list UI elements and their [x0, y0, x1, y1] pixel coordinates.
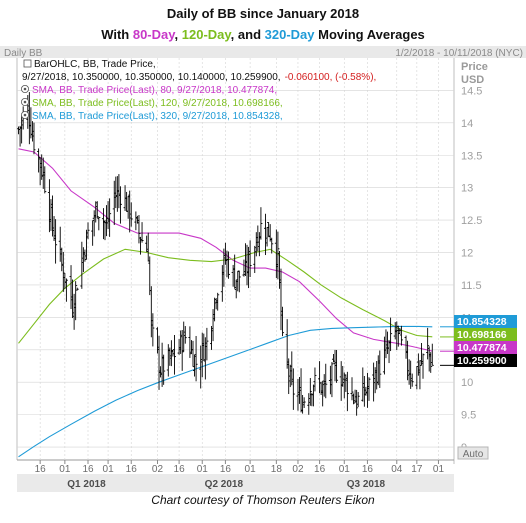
- y-tick-label: 13.5: [461, 150, 482, 162]
- date-range-label: 1/2/2018 - 10/11/2018 (NYC): [395, 48, 523, 59]
- currency-axis-label: USD: [461, 74, 484, 86]
- x-tick-label: 01: [103, 464, 115, 475]
- x-tick-label: 02: [292, 464, 304, 475]
- x-tick-label: 16: [174, 464, 186, 475]
- panel-background: [0, 46, 526, 492]
- auto-scale-button[interactable]: [457, 446, 489, 460]
- x-tick-label: 01: [339, 464, 351, 475]
- y-tick-label: 12.5: [461, 215, 482, 227]
- price-tag-box: [454, 315, 517, 328]
- x-tick-label: 16: [82, 464, 94, 475]
- x-tick-label: 02: [152, 464, 164, 475]
- legend-sma120-eye-pupil-icon: [23, 100, 27, 104]
- x-tick-label: 16: [35, 464, 47, 475]
- collapse-icon[interactable]: [23, 59, 32, 68]
- legend-bar-ohlc: 9/27/2018, 10.350000, 10.350000, 10.1400…: [22, 72, 281, 83]
- x-tick-label: 18: [271, 464, 283, 475]
- subtitle-prefix: With: [101, 27, 133, 42]
- x-tick-label: 01: [433, 464, 445, 475]
- x-axis-labels: 16 01 16 01 16 02 16 01 16 01 18 02 16 01 16 04 17 01: [35, 460, 445, 475]
- quarter-band: [17, 474, 454, 492]
- chart-title: Daily of BB since January 2018: [166, 6, 360, 21]
- price-tag-label: 10.854328: [457, 316, 507, 328]
- chart-credit: Chart courtesy of Thomson Reuters Eikon: [151, 493, 375, 507]
- y-tick-label: 9.5: [461, 410, 476, 422]
- auto-scale-label: Auto: [463, 449, 484, 460]
- sma-lines: [18, 148, 433, 458]
- price-tag-label: 10.698166: [457, 329, 507, 341]
- x-tick-label: 04: [391, 464, 403, 475]
- chart-subtitle: With 80-Day, 120-Day, and 320-Day Moving…: [0, 27, 526, 42]
- quarter-label: Q3 2018: [347, 479, 386, 490]
- quarter-label: Q2 2018: [205, 479, 244, 490]
- y-tick-label: 10: [461, 377, 473, 389]
- subtitle-320-day: 320-Day: [264, 27, 315, 42]
- price-tag-box: [454, 341, 517, 354]
- x-tick-label: 16: [314, 464, 326, 475]
- y-tick-label: 12: [461, 248, 473, 260]
- subtitle-120-day: 120-Day: [181, 27, 231, 42]
- legend-bar-header: BarOHLC, BB, Trade Price,: [34, 59, 156, 70]
- price-tag-label: 10.259900: [457, 355, 507, 367]
- chart-panel[interactable]: Daily BB 1/2/2018 - 10/11/2018 (NYC) Pri…: [0, 46, 526, 492]
- x-tick-label: 17: [411, 464, 423, 475]
- x-tick-label: 16: [362, 464, 374, 475]
- price-axis-label: Price: [461, 61, 488, 73]
- price-tag-box: [454, 354, 517, 367]
- y-tick-label: 13: [461, 183, 473, 195]
- subtitle-sep-2: , and: [230, 27, 265, 42]
- sma-line-120: [18, 248, 433, 344]
- legend-sma320: SMA, BB, Trade Price(Last), 320, 9/27/20…: [32, 111, 283, 122]
- y-tick-label: 14: [461, 118, 473, 130]
- legend-sma120: SMA, BB, Trade Price(Last), 120, 9/27/20…: [32, 98, 283, 109]
- quarter-label: Q1 2018: [67, 479, 106, 490]
- subtitle-80-day: 80-Day: [132, 27, 175, 42]
- sma-line-320: [18, 325, 433, 458]
- panel-label: Daily BB: [4, 48, 43, 59]
- x-tick-label: 16: [220, 464, 232, 475]
- x-tick-label: 01: [197, 464, 209, 475]
- legend-sma80: SMA, BB, Trade Price(Last), 80, 9/27/201…: [32, 85, 277, 96]
- ohlc-bars: [17, 92, 434, 416]
- y-tick-label: 11.5: [461, 280, 482, 292]
- y-tick-label: 14.5: [461, 85, 482, 97]
- subtitle-sep-1: ,: [174, 27, 182, 42]
- sma-line-80: [18, 148, 433, 352]
- legend: BarOHLC, BB, Trade Price, 9/27/2018, 10.…: [20, 59, 376, 122]
- x-tick-label: 01: [245, 464, 257, 475]
- legend-sma80-eye-pupil-icon: [23, 87, 27, 91]
- x-tick-label: 16: [126, 464, 138, 475]
- legend-bar-change: -0.060100, (-0.58%),: [285, 72, 377, 83]
- price-tag-label: 10.477874: [457, 342, 507, 354]
- x-tick-label: 01: [59, 464, 71, 475]
- price-tag-box: [454, 328, 517, 341]
- subtitle-suffix: Moving Averages: [314, 27, 425, 42]
- legend-sma320-eye-pupil-icon: [23, 113, 27, 117]
- quarter-labels: Q1 2018 Q2 2018 Q3 2018: [67, 479, 385, 490]
- panel-header-bar: [0, 46, 526, 58]
- legend-bar-values: 9/27/2018, 10.350000, 10.350000, 10.1400…: [22, 72, 376, 83]
